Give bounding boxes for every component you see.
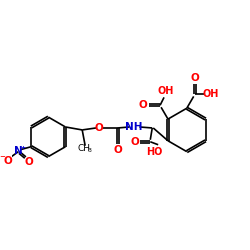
Text: CH: CH [78, 144, 91, 153]
Text: O: O [113, 145, 122, 155]
Text: O: O [3, 156, 12, 166]
Text: NH: NH [125, 122, 142, 132]
Text: N: N [14, 146, 23, 156]
Text: O: O [139, 100, 148, 110]
Text: 3: 3 [88, 148, 92, 153]
Text: HO: HO [146, 147, 162, 157]
Text: OH: OH [158, 86, 174, 97]
Text: OH: OH [202, 90, 219, 100]
Text: +: + [20, 145, 25, 150]
Text: O: O [190, 73, 199, 83]
Text: O: O [25, 156, 34, 166]
Text: O: O [94, 123, 103, 133]
Text: O: O [130, 137, 139, 147]
Text: −: − [0, 154, 6, 160]
